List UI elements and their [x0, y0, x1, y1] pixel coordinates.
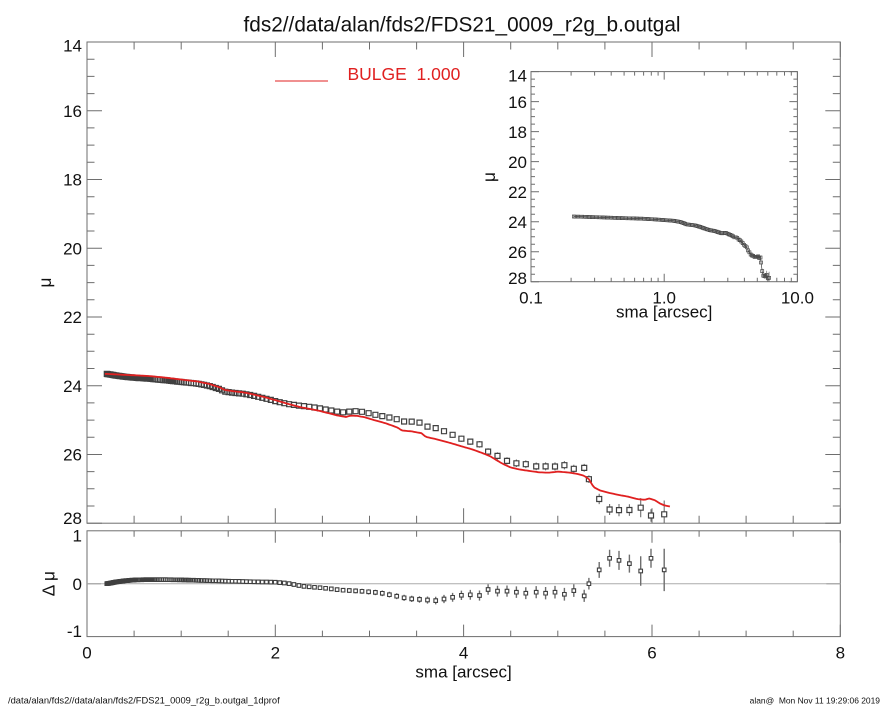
svg-text:18: 18 — [508, 123, 527, 142]
svg-text:alan@ Mon Nov 11 19:29:06 201: alan@ Mon Nov 11 19:29:06 2019 — [750, 696, 881, 706]
svg-text:24: 24 — [508, 213, 527, 232]
svg-text:18: 18 — [63, 171, 82, 190]
svg-text:26: 26 — [63, 446, 82, 465]
svg-text:14: 14 — [63, 37, 82, 56]
svg-text:6: 6 — [647, 644, 656, 663]
svg-text:14: 14 — [508, 67, 527, 86]
svg-text:sma [arcsec]: sma [arcsec] — [415, 663, 511, 682]
svg-text:fds2//data/alan/fds2/FDS21_000: fds2//data/alan/fds2/FDS21_0009_r2g_b.ou… — [243, 14, 680, 37]
svg-text:4: 4 — [459, 644, 468, 663]
svg-text:24: 24 — [63, 377, 82, 396]
svg-text:2: 2 — [271, 644, 280, 663]
svg-text:28: 28 — [508, 269, 527, 288]
svg-text:μ: μ — [479, 172, 499, 182]
svg-text:10.0: 10.0 — [781, 289, 814, 308]
svg-text:BULGE 1.000: BULGE 1.000 — [348, 64, 461, 84]
svg-text:sma [arcsec]: sma [arcsec] — [616, 303, 712, 322]
svg-text:20: 20 — [508, 153, 527, 172]
svg-text:μ: μ — [35, 278, 55, 288]
svg-text:1: 1 — [73, 526, 82, 545]
svg-text:26: 26 — [508, 243, 527, 262]
svg-text:28: 28 — [63, 509, 82, 528]
svg-text:1.0: 1.0 — [652, 289, 676, 308]
svg-text:8: 8 — [836, 644, 845, 663]
svg-text:16: 16 — [63, 102, 82, 121]
svg-text:Δ μ: Δ μ — [39, 571, 59, 596]
svg-text:-1: -1 — [67, 622, 82, 641]
svg-text:0: 0 — [73, 575, 82, 594]
svg-text:20: 20 — [63, 239, 82, 258]
svg-text:0.1: 0.1 — [519, 289, 543, 308]
svg-text:22: 22 — [508, 183, 527, 202]
svg-text:22: 22 — [63, 308, 82, 327]
svg-text:16: 16 — [508, 93, 527, 112]
svg-text:0: 0 — [82, 644, 91, 663]
svg-text:/data/alan/fds2//data/alan/fds: /data/alan/fds2//data/alan/fds2/FDS21_00… — [8, 696, 280, 706]
